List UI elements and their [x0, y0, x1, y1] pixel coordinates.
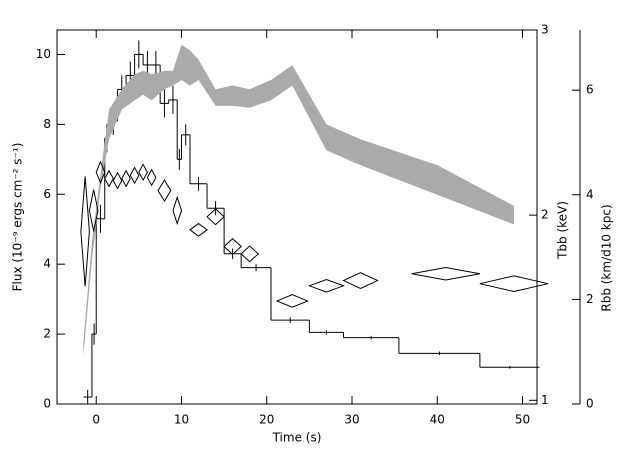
x-tick-label: 30 — [344, 413, 359, 427]
radius-diamond — [121, 169, 131, 188]
radius-diamond — [146, 168, 157, 187]
y3-tick-label: 0 — [586, 397, 594, 411]
temperature-band — [83, 44, 514, 356]
plot-frame — [56, 29, 538, 405]
radius-diamond — [206, 208, 225, 226]
y2-axis-label: Tbb (keV) — [556, 201, 570, 260]
radius-diamond — [240, 245, 259, 263]
y-tick-label: 0 — [43, 397, 51, 411]
y-tick-label: 10 — [36, 47, 51, 61]
radius-diamond — [342, 272, 379, 289]
radius-diamond — [157, 179, 172, 203]
radius-diamond — [80, 176, 90, 287]
y2-tick-label: 3 — [541, 23, 549, 37]
y-tick-label: 6 — [43, 187, 51, 201]
radius-diamond — [95, 160, 106, 185]
y3-tick-label: 2 — [586, 292, 594, 306]
x-tick-label: 0 — [92, 413, 100, 427]
x-tick-label: 50 — [515, 413, 530, 427]
y-axis-label: Flux (10⁻⁹ ergs cm⁻² s⁻¹) — [11, 143, 25, 292]
radius-diamond — [479, 275, 549, 293]
y3-axis-label: Rbb (km/d10 kpc) — [600, 204, 614, 311]
radius-diamond — [129, 166, 140, 185]
x-tick-label: 40 — [430, 413, 445, 427]
x-tick-label: 10 — [174, 413, 189, 427]
radius-diamond — [307, 278, 345, 293]
y2-tick-label: 2 — [541, 208, 549, 222]
radius-diamond — [223, 238, 242, 256]
radius-diamond — [411, 266, 480, 281]
radius-diamond — [138, 163, 148, 182]
x-tick-label: 20 — [259, 413, 274, 427]
radius-diamond — [172, 195, 183, 226]
y3-tick-label: 6 — [586, 83, 594, 97]
radius-diamond — [104, 169, 114, 188]
radius-diamond — [88, 189, 99, 232]
x-axis-label: Time (s) — [272, 431, 322, 445]
y-tick-label: 2 — [43, 327, 51, 341]
y3-tick-label: 4 — [586, 187, 594, 201]
y-tick-label: 4 — [43, 257, 51, 271]
y-tick-label: 8 — [43, 117, 51, 131]
radius-diamond — [112, 171, 123, 190]
y2-tick-label: 1 — [541, 393, 549, 407]
radius-diamond — [189, 222, 208, 237]
radius-diamond — [275, 294, 309, 308]
